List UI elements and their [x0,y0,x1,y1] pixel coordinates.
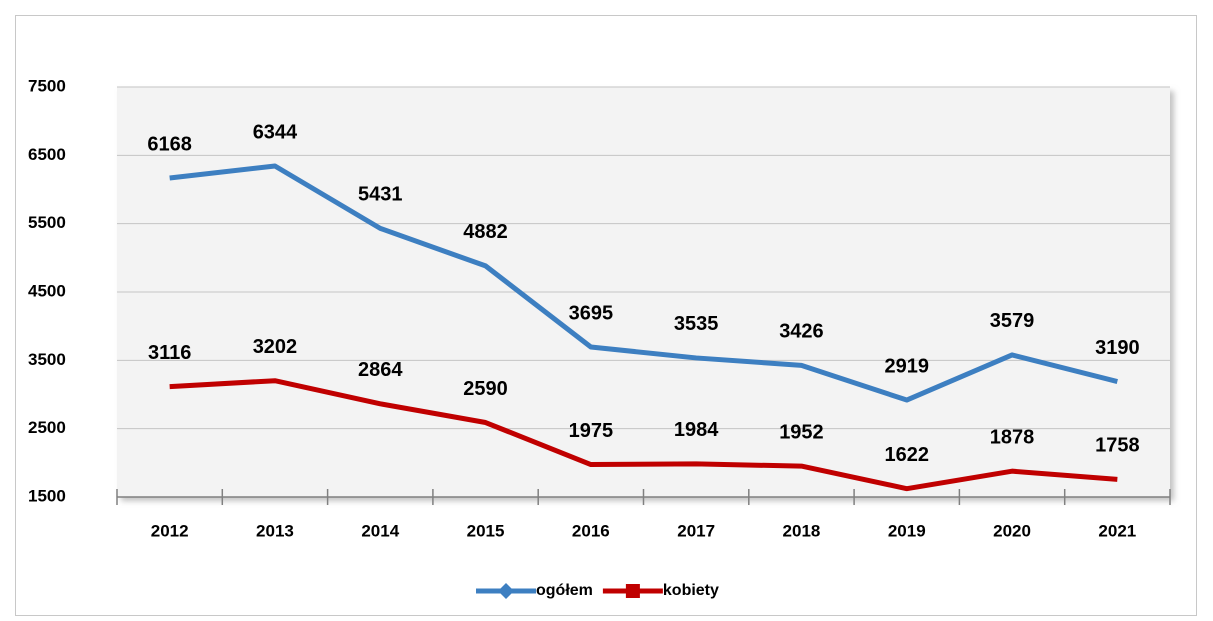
data-label: 6344 [253,121,298,143]
series-line [169,378,1118,492]
data-label: 4882 [463,221,508,243]
y-tick-label: 5500 [28,213,66,232]
legend-marker [625,584,640,598]
data-label: 3579 [990,310,1035,332]
x-tick-label: 2012 [151,521,189,540]
y-tick-label: 2500 [28,418,66,437]
x-tick-label: 2021 [1098,521,1136,540]
x-tick-label: 2017 [677,521,715,540]
data-label: 1622 [885,444,930,466]
y-tick-label: 6500 [28,145,66,164]
legend-label: ogółem [536,582,593,599]
data-label: 1975 [569,420,614,442]
legend-marker [498,583,514,599]
data-label: 3695 [569,302,614,324]
x-tick-label: 2019 [888,521,926,540]
x-tick-label: 2018 [783,521,821,540]
data-label: 2590 [463,378,508,400]
data-label: 3535 [674,313,719,335]
x-tick-label: 2016 [572,521,610,540]
data-label: 2919 [885,355,930,377]
x-tick-label: 2013 [256,521,294,540]
series-line [169,163,1118,403]
data-label: 1878 [990,426,1035,448]
x-tick-label: 2015 [467,521,505,540]
data-label: 2864 [358,359,403,381]
data-label: 5431 [358,184,403,206]
y-tick-label: 1500 [28,486,66,505]
data-label: 1984 [674,419,719,441]
y-tick-label: 3500 [28,350,66,369]
y-tick-label: 4500 [28,281,66,300]
data-label: 1758 [1095,435,1140,457]
y-tick-label: 7500 [28,76,66,95]
data-label: 3426 [779,321,824,343]
x-tick-label: 2014 [361,521,399,540]
data-label: 6168 [147,133,192,155]
data-label: 3190 [1095,337,1140,359]
x-tick-label: 2020 [993,521,1031,540]
data-label: 1952 [779,421,824,443]
data-label: 3202 [253,336,298,358]
legend-label: kobiety [663,582,719,599]
data-label: 3116 [148,342,191,364]
